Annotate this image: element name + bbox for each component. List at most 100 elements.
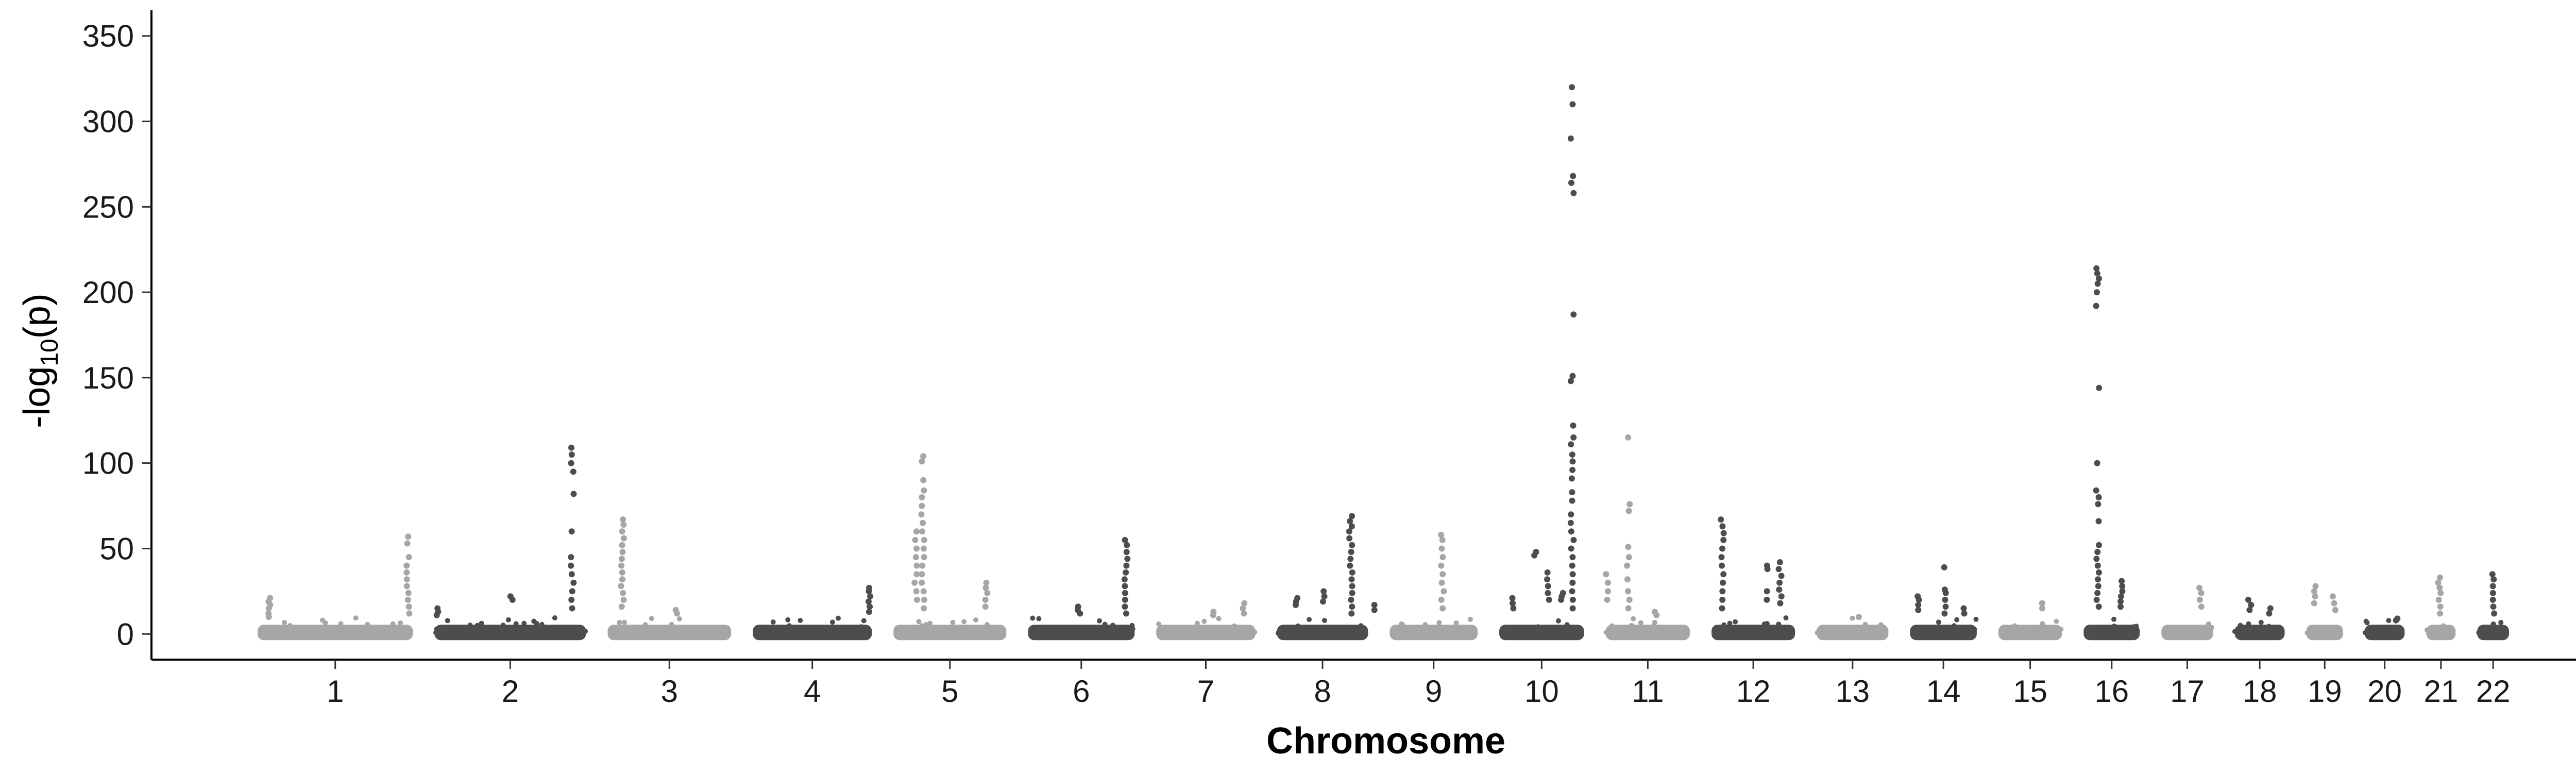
data-point-peak — [1775, 566, 1782, 573]
data-point — [1733, 619, 1738, 625]
data-point-peak — [1346, 535, 1353, 542]
data-point-peak — [569, 588, 575, 595]
data-point — [622, 619, 627, 625]
data-point-peak — [1122, 536, 1128, 543]
y-axis: 0 50 100 150 200 250 300 350 — [82, 10, 152, 660]
y-tick-label: 300 — [82, 105, 134, 139]
data-point-peak — [1241, 610, 1247, 617]
data-point — [294, 630, 299, 636]
data-point-peak — [568, 528, 575, 535]
data-point — [1097, 618, 1102, 624]
data-point — [2364, 620, 2370, 626]
data-point-peak — [405, 603, 412, 610]
data-point-peak — [912, 536, 919, 543]
data-point-peak — [1438, 562, 1445, 569]
data-point-peak — [1855, 614, 1862, 620]
data-point-peak — [618, 603, 625, 610]
data-point — [2258, 619, 2264, 625]
data-point — [1648, 630, 1653, 636]
data-point — [1931, 630, 1937, 635]
data-point — [1838, 630, 1843, 636]
data-point — [2012, 623, 2018, 629]
data-point-peak — [1438, 531, 1445, 538]
data-point — [1439, 625, 1445, 630]
data-point-peak — [2039, 605, 2045, 612]
data-point — [1576, 630, 1582, 636]
data-point — [829, 619, 835, 625]
data-point-peak — [1570, 173, 1577, 179]
data-point-peak — [570, 468, 577, 475]
data-point — [1116, 629, 1122, 634]
chromosome-9-baseline-band — [1389, 625, 1478, 641]
data-point — [272, 629, 278, 634]
data-point-peak — [1510, 600, 1516, 607]
data-point-peak — [2119, 588, 2126, 595]
data-point-peak — [2093, 596, 2100, 603]
data-point-peak — [1348, 523, 1355, 530]
data-point — [530, 626, 535, 631]
data-point — [467, 623, 473, 628]
data-point-peak — [1241, 600, 1248, 607]
data-point — [2034, 629, 2040, 635]
data-point — [320, 617, 325, 623]
data-point — [1294, 629, 1299, 634]
data-point-peak — [1122, 596, 1128, 603]
data-point-peak — [982, 584, 989, 591]
data-point-peak — [912, 554, 919, 561]
data-point — [1936, 619, 1941, 625]
x-tick-label-chr-20: 20 — [2367, 674, 2402, 709]
data-point-peak — [568, 554, 574, 561]
data-point-peak — [2248, 601, 2255, 608]
data-point — [2326, 629, 2331, 634]
data-point — [923, 622, 929, 627]
data-point-peak — [1568, 545, 1574, 552]
data-point-peak — [1570, 434, 1577, 441]
data-point-peak — [2094, 460, 2100, 466]
data-point-peak — [1438, 579, 1445, 586]
data-point-peak — [1719, 588, 1726, 595]
data-point — [1534, 630, 1539, 636]
data-point-peak — [921, 554, 927, 561]
data-point — [1321, 618, 1327, 623]
data-point — [680, 629, 686, 635]
data-point — [2009, 628, 2014, 634]
data-point — [1349, 626, 1354, 632]
data-point-peak — [983, 579, 990, 586]
data-point — [445, 618, 450, 624]
y-tick-label: 0 — [117, 617, 134, 651]
x-tick-label-chr-6: 6 — [1073, 674, 1090, 709]
data-point-peak — [405, 554, 412, 561]
y-axis-title-subscript: 10 — [36, 339, 63, 366]
data-point-peak — [2245, 596, 2251, 603]
data-point-peak — [1346, 528, 1352, 535]
data-point-peak — [2437, 590, 2444, 596]
data-point-peak — [2093, 289, 2100, 296]
x-tick-label-chr-10: 10 — [1524, 674, 1559, 709]
data-point-peak — [866, 588, 872, 595]
data-point-peak — [1625, 544, 1632, 550]
data-point-peak — [2119, 578, 2125, 584]
x-tick-label-chr-8: 8 — [1314, 674, 1331, 709]
data-point-peak — [1124, 556, 1131, 562]
data-point-peak — [2489, 583, 2496, 590]
data-point — [919, 623, 925, 629]
data-point — [372, 630, 378, 636]
chromosome-16-baseline-band — [2083, 625, 2140, 641]
data-point-peak — [404, 540, 411, 547]
data-point — [1723, 630, 1728, 636]
data-point — [1772, 630, 1778, 635]
data-point-peak — [2246, 607, 2253, 613]
data-point-peak — [568, 562, 574, 569]
data-point — [724, 625, 730, 631]
data-point-peak — [1321, 593, 1328, 600]
data-point-peak — [2267, 605, 2274, 612]
data-point — [433, 630, 438, 635]
data-point — [1301, 630, 1307, 636]
data-point — [2318, 625, 2324, 630]
data-point — [1356, 630, 1362, 636]
x-tick-label-chr-19: 19 — [2308, 674, 2342, 709]
data-point — [1878, 630, 1884, 635]
data-point-peak — [1719, 562, 1725, 569]
data-point — [1631, 616, 1636, 621]
data-point — [648, 630, 653, 636]
